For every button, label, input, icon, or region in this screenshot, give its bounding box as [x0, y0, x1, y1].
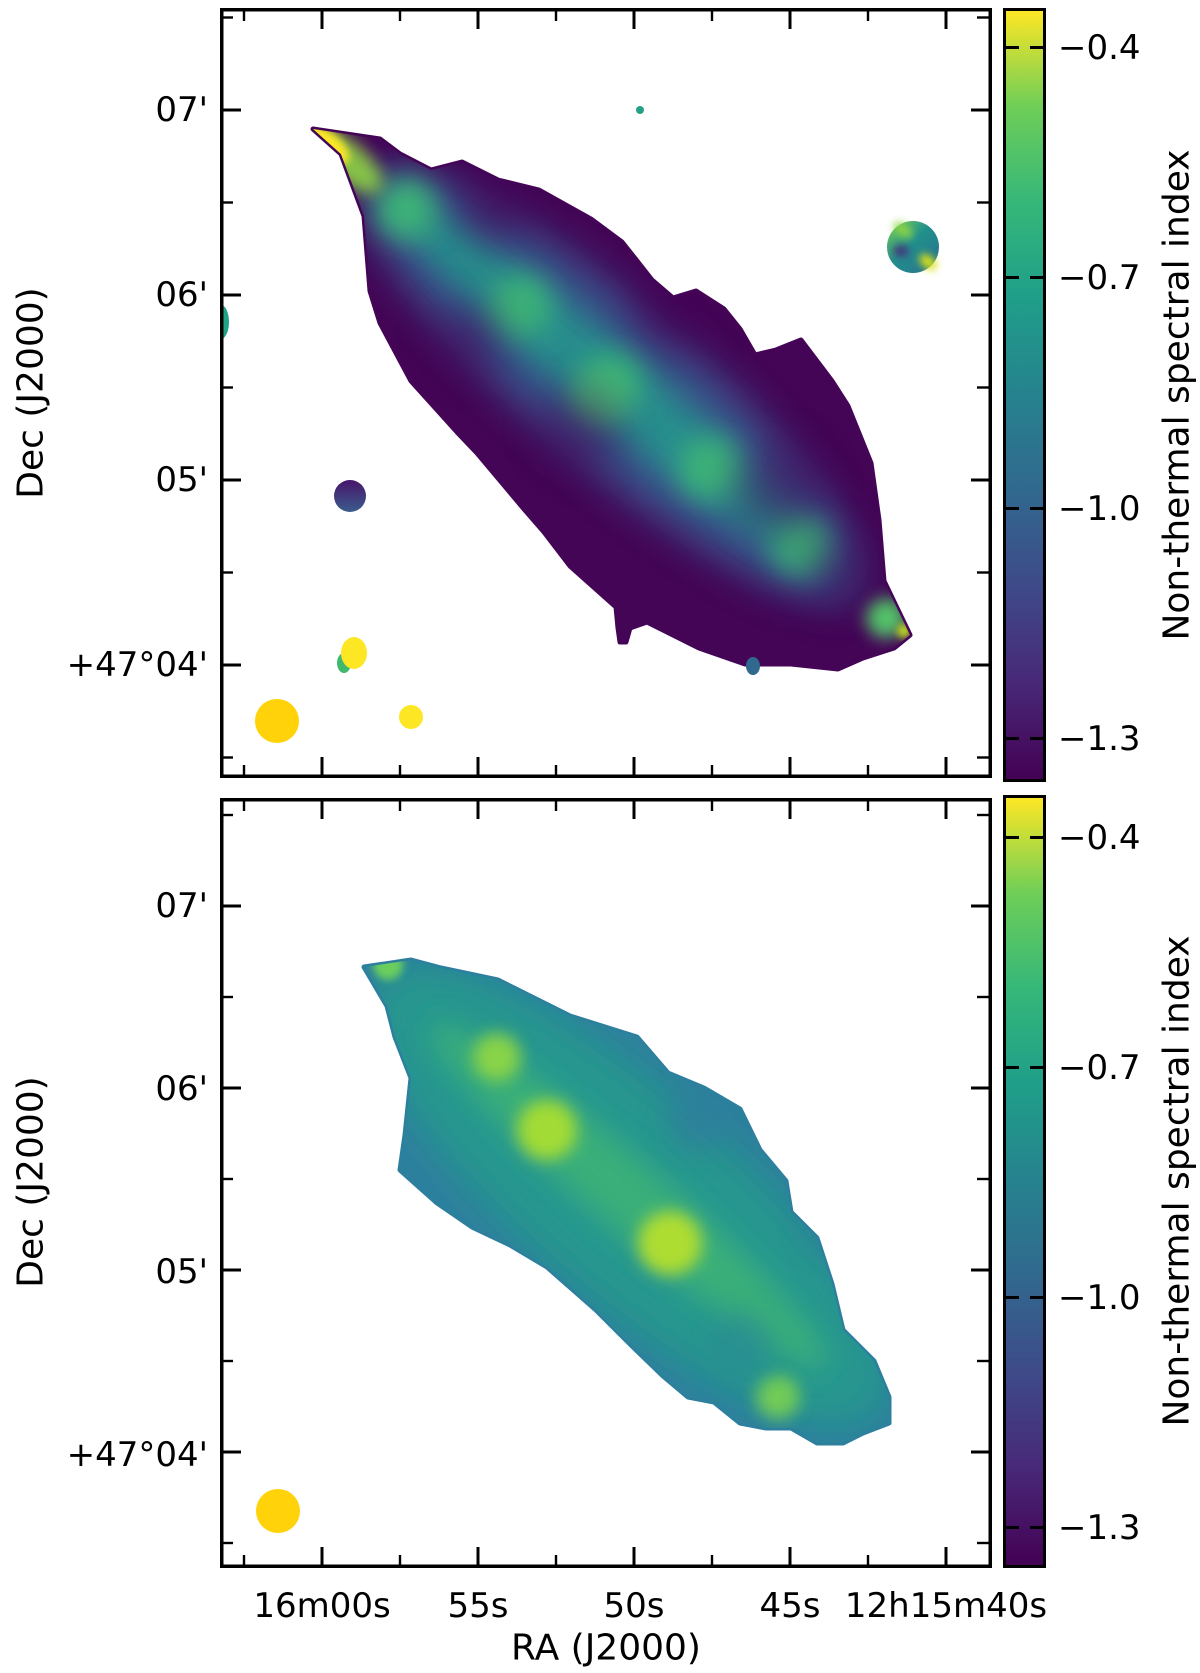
colorbar-tick-mark — [1030, 1066, 1043, 1070]
colorbar-label-bottom: Non-thermal spectral index — [1156, 935, 1198, 1427]
axes-frame-top — [220, 8, 992, 778]
beam-marker-bottom — [256, 1489, 300, 1533]
spectral-index-map-bottom — [220, 798, 992, 1568]
colorbar-tick-mark — [1030, 506, 1043, 510]
colorbar-bottom — [1003, 795, 1046, 1568]
compact-source-blue — [746, 657, 760, 675]
colorbar-tick-mark — [1030, 276, 1043, 280]
colorbar-tick-mark — [1030, 46, 1043, 50]
spectral-index-map-top — [220, 8, 992, 778]
ra-tick-label: 50s — [603, 1586, 665, 1626]
colorbar-tick-mark — [1030, 836, 1043, 840]
compact-source-purple — [334, 480, 366, 512]
axes-frame-bottom — [220, 798, 992, 1568]
dec-tick-label-top: 05' — [155, 460, 208, 500]
map-panel-top — [220, 8, 992, 778]
beam-marker-top — [255, 699, 299, 743]
colorbar-tick-label: −1.3 — [1058, 1507, 1141, 1548]
colorbar-tick-label: −0.7 — [1058, 258, 1141, 299]
dec-tick-label-top: 06' — [155, 275, 208, 315]
colorbar-tick-mark — [1030, 1525, 1043, 1529]
compact-source-yellow-2 — [399, 705, 423, 729]
dec-tick-label-bottom: 06' — [155, 1069, 208, 1109]
colorbar-tick-mark — [1006, 736, 1019, 740]
compact-source-yellow-1 — [337, 637, 367, 673]
colorbar-tick-label: −0.4 — [1058, 818, 1141, 859]
dec-tick-label-bottom: 07' — [155, 886, 208, 926]
axis-ticks-bottom-panel — [222, 800, 990, 1566]
tiny-dot-source — [636, 106, 644, 114]
colorbar-top — [1003, 8, 1046, 782]
ra-tick-label: 16m00s — [253, 1586, 391, 1626]
dec-tick-label-top: 07' — [155, 90, 208, 130]
colorbar-tick-label: −1.0 — [1058, 488, 1141, 529]
axis-ticks-top-panel — [222, 10, 990, 776]
colorbar-tick-mark — [1006, 1295, 1019, 1299]
ra-tick-label: 45s — [759, 1586, 821, 1626]
colorbar-tick-mark — [1030, 736, 1043, 740]
colorbar-tick-label: −1.3 — [1058, 718, 1141, 759]
colorbar-tick-mark — [1006, 276, 1019, 280]
map-panel-bottom — [220, 798, 992, 1568]
dec-tick-label-bottom: +47°04' — [66, 1435, 208, 1475]
colorbar-tick-mark — [1006, 46, 1019, 50]
colorbar-tick-label: −0.4 — [1058, 28, 1141, 69]
ra-axis-label: RA (J2000) — [511, 1627, 701, 1669]
colorbar-tick-label: −1.0 — [1058, 1277, 1141, 1318]
dec-tick-label-top: +47°04' — [66, 645, 208, 685]
colorbar-tick-label: −0.7 — [1058, 1048, 1141, 1089]
compact-source-teal — [887, 221, 939, 273]
colorbar-tick-mark — [1006, 506, 1019, 510]
colorbar-tick-mark — [1006, 1066, 1019, 1070]
galaxy-map-top — [220, 106, 939, 743]
ra-tick-label: 12h15m40s — [844, 1586, 1048, 1626]
galaxy-map-bottom — [256, 957, 892, 1533]
ra-tick-label: 55s — [447, 1586, 509, 1626]
dec-tick-label-bottom: 05' — [155, 1252, 208, 1292]
colorbar-tick-mark — [1006, 836, 1019, 840]
colorbar-tick-mark — [1030, 1295, 1043, 1299]
colorbar-label-top: Non-thermal spectral index — [1156, 149, 1198, 641]
colorbar-tick-mark — [1006, 1525, 1019, 1529]
